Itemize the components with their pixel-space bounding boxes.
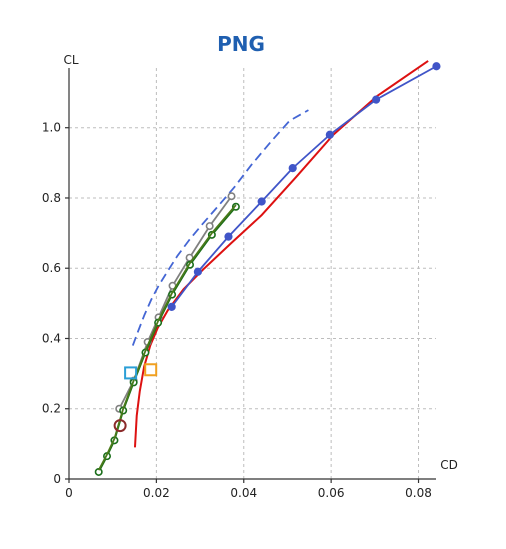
y-tick-label: 0.4 <box>42 331 61 345</box>
x-tick-label: 0.02 <box>143 486 170 500</box>
x-tick-label: 0.08 <box>405 486 432 500</box>
axes: 0 0.02 0.04 0.06 0.08 0 0.2 0.4 0.6 0.8 1.0 <box>42 68 436 500</box>
x-axis-label: CD <box>440 458 458 472</box>
y-tick-label: 1.0 <box>42 121 61 135</box>
series-line-0 <box>131 109 309 346</box>
chart-title: PNG <box>217 32 265 56</box>
series-point-2 <box>167 302 176 311</box>
series-layer <box>94 60 441 476</box>
special-circle-marker <box>113 419 127 433</box>
special-points-layer <box>113 363 158 433</box>
x-tick-label: 0 <box>65 486 73 500</box>
y-tick-label: 0 <box>53 472 61 486</box>
y-axis-label: CL <box>63 53 78 67</box>
y-tick-label: 0.2 <box>42 402 61 416</box>
grid <box>69 68 436 479</box>
series-point-2 <box>432 62 441 71</box>
x-tick-label: 0.04 <box>230 486 257 500</box>
special-square-marker <box>124 366 138 380</box>
series-point-2 <box>372 95 381 104</box>
y-tick-label: 0.8 <box>42 191 61 205</box>
series-line-1 <box>133 60 429 448</box>
special-square-marker <box>144 363 158 377</box>
series-point-2 <box>193 267 202 276</box>
series-point-2 <box>224 232 233 241</box>
series-point-2 <box>325 130 334 139</box>
series-point-3 <box>227 192 236 201</box>
series-line-4 <box>97 206 237 473</box>
series-line-5 <box>97 204 237 471</box>
x-tick-label: 0.06 <box>318 486 345 500</box>
series-line-2 <box>170 65 437 308</box>
series-point-3 <box>205 222 214 231</box>
y-tick-label: 0.6 <box>42 261 61 275</box>
series-point-2 <box>257 197 266 206</box>
series-point-4 <box>231 202 240 211</box>
series-point-2 <box>288 164 297 173</box>
